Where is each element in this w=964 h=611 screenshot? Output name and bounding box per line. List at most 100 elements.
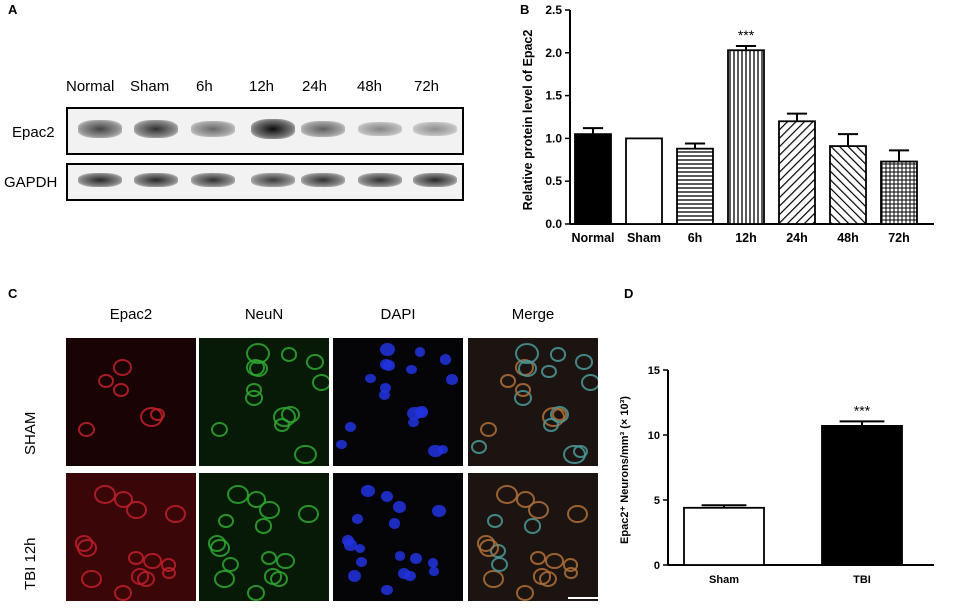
cell-marker: [528, 501, 549, 520]
cell-marker: [432, 504, 446, 517]
x-tick-label: TBI: [853, 574, 871, 586]
column-title: Merge: [511, 306, 555, 323]
cell-marker: [500, 373, 516, 388]
row-label-gapdh: GAPDH: [4, 174, 58, 191]
panel-label-a: A: [8, 2, 18, 17]
blot-band: [191, 173, 235, 187]
cell-marker: [140, 407, 164, 428]
x-tick-label: 6h: [688, 231, 703, 245]
y-tick-label: 0.0: [545, 217, 562, 231]
cell-marker: [345, 421, 357, 432]
x-tick-label: 48h: [837, 231, 859, 245]
y-tick-label: 0: [654, 560, 660, 572]
bar-48h: [829, 145, 867, 225]
bar-Sham: [625, 137, 663, 225]
cell-marker: [213, 569, 236, 589]
cell-marker: [165, 504, 187, 524]
cell-marker: [281, 406, 301, 424]
cell-marker: [280, 347, 297, 362]
x-tick-label: Normal: [571, 231, 614, 245]
y-tick-label: 1.0: [545, 131, 562, 145]
cell-marker: [343, 539, 357, 551]
cell-marker: [428, 444, 443, 458]
cell-marker: [580, 373, 598, 391]
blot-band: [251, 173, 295, 187]
cell-marker: [80, 569, 103, 589]
bar-12h: [727, 49, 765, 225]
cell-marker: [515, 383, 532, 398]
x-tick-label: 72h: [888, 231, 910, 245]
cell-marker: [415, 406, 428, 418]
cell-marker: [161, 558, 176, 572]
cell-marker: [113, 383, 130, 398]
bar-6h: [676, 147, 714, 225]
cell-marker: [274, 417, 291, 433]
y-tick-label: 2.5: [545, 3, 562, 17]
cell-marker: [544, 552, 564, 570]
cell-marker: [294, 444, 318, 465]
cell-marker: [543, 417, 560, 433]
y-axis-title: Relative protein level of Epac2: [521, 30, 535, 211]
cell-marker: [549, 347, 566, 362]
cell-marker: [382, 359, 396, 371]
cell-marker: [490, 556, 508, 573]
column-title: NeuN: [244, 306, 284, 323]
cell-marker: [563, 444, 587, 465]
cell-marker: [515, 491, 535, 508]
panel-label-b: B: [520, 2, 530, 17]
cell-marker: [347, 569, 362, 582]
cell-marker: [76, 539, 97, 557]
cell-marker: [126, 501, 147, 520]
cell-marker: [113, 491, 133, 508]
y-tick-label: 15: [648, 365, 660, 377]
cell-marker: [380, 491, 393, 503]
x-tick-label: 24h: [786, 231, 808, 245]
micrograph-dapi-tbi: [333, 473, 463, 601]
row-title-tbi: TBI 12h: [22, 537, 39, 590]
cell-marker: [112, 359, 132, 376]
y-tick-label: 1.5: [545, 89, 562, 103]
cell-marker: [482, 569, 505, 589]
gapdh-blot-strip: [66, 163, 464, 201]
significance-annotation: ***: [854, 402, 871, 418]
row-label-epac2: Epac2: [12, 124, 55, 141]
cell-marker: [541, 364, 557, 379]
cell-marker: [246, 342, 271, 364]
cell-marker: [221, 556, 239, 573]
cell-marker: [406, 364, 417, 374]
cell-marker: [471, 439, 488, 454]
cell-marker: [275, 552, 295, 570]
bar-Normal: [574, 133, 612, 225]
panel-label-c: C: [8, 286, 18, 301]
micrograph-epac2-tbi: [66, 473, 196, 601]
panel-label-d: D: [624, 286, 634, 301]
cell-marker: [515, 342, 540, 364]
x-tick-label: Sham: [709, 574, 739, 586]
cell-marker: [550, 406, 570, 424]
micrograph-merge-sham: [468, 338, 598, 466]
scale-bar: [568, 597, 598, 599]
y-axis-title: Epac2⁺ Neurons/mm³ (× 10³): [619, 396, 631, 544]
cell-marker: [478, 539, 499, 557]
cell-marker: [211, 421, 229, 437]
blot-band: [134, 172, 178, 188]
row-title-sham: SHAM: [22, 411, 39, 455]
column-title: DAPI: [380, 306, 416, 323]
significance-annotation: ***: [738, 27, 755, 43]
cell-marker: [209, 539, 230, 557]
column-title: Epac2: [109, 306, 153, 323]
micrograph-dapi-sham: [333, 338, 463, 466]
cell-marker: [351, 513, 363, 524]
bar-Sham: [683, 506, 765, 566]
cell-marker: [563, 558, 578, 572]
cell-marker: [365, 373, 376, 384]
micrograph-neun-tbi: [199, 473, 329, 601]
epac2-blot-strip: [66, 107, 464, 155]
y-tick-label: 10: [648, 430, 660, 442]
cell-marker: [127, 551, 144, 566]
cell-marker: [361, 484, 375, 497]
cell-marker: [567, 504, 589, 524]
cell-marker: [217, 513, 235, 529]
blot-band: [301, 121, 345, 137]
cell-marker: [516, 585, 534, 601]
